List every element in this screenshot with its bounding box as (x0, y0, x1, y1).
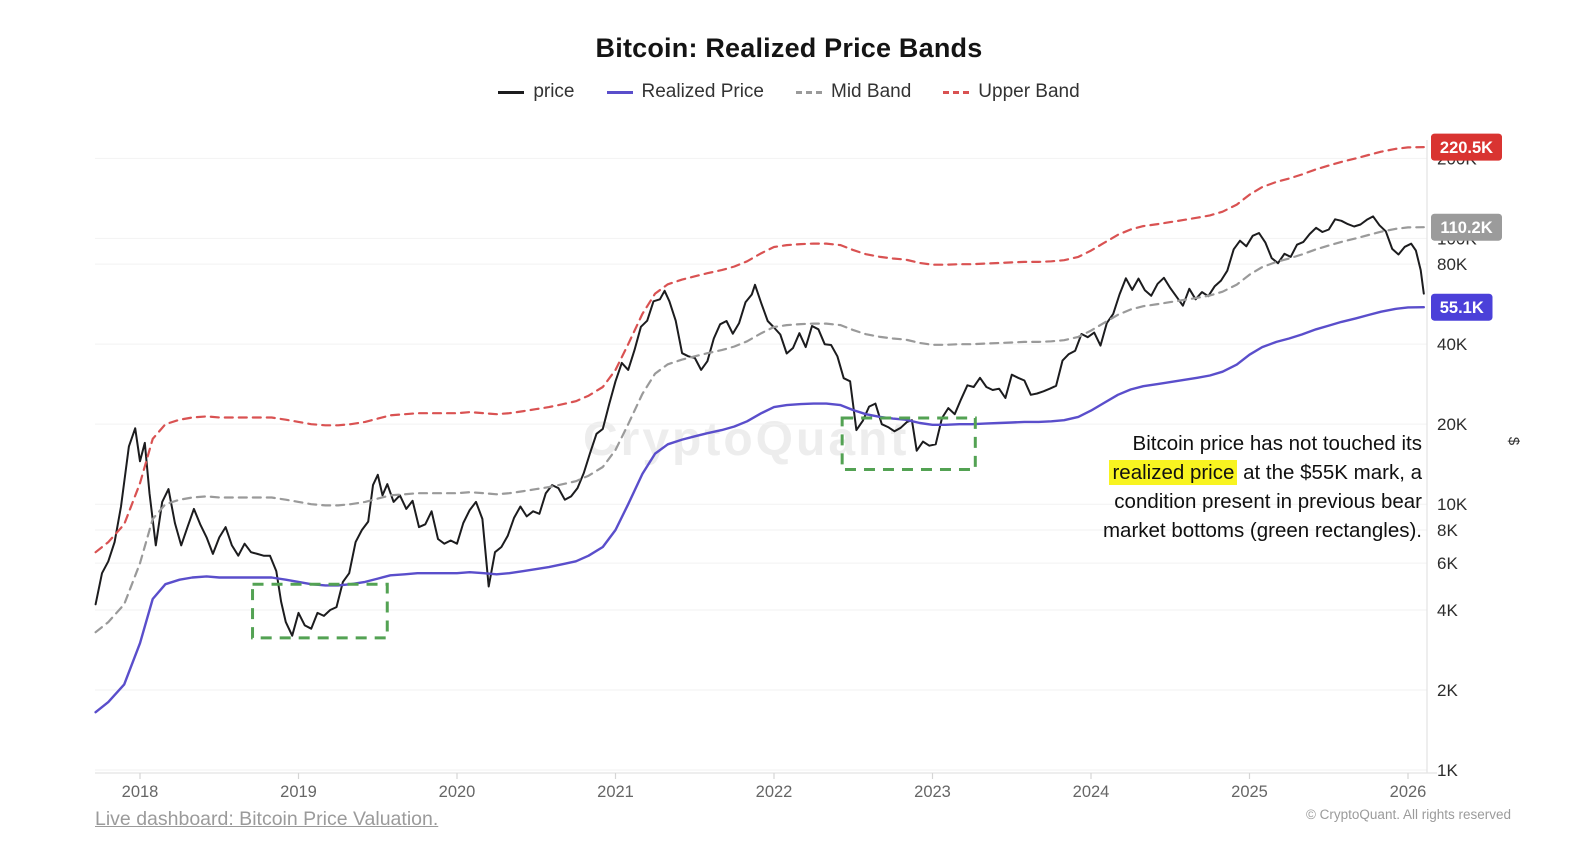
series-line-price (94, 215, 1425, 637)
y-axis-tick-label-20k: 20K (1437, 415, 1468, 434)
page-title: Bitcoin: Realized Price Bands (595, 33, 983, 63)
x-axis-tick-label-2018: 2018 (122, 783, 159, 801)
copyright-text: © CryptoQuant. All rights reserved (1305, 807, 1511, 822)
price-line-swatch-icon (498, 90, 525, 94)
legend-label-mid-band: Mid Band (831, 81, 912, 102)
series-line-upper-band (94, 146, 1425, 554)
x-axis-tick-label-2020: 2020 (439, 783, 476, 801)
y-axis-tick-label-8k: 8K (1437, 521, 1458, 540)
x-axis-tick-label-2023: 2023 (914, 783, 951, 801)
bear-bottom-rectangle-1 (251, 582, 389, 640)
bear-bottom-rectangle-2 (840, 416, 977, 472)
chart-legend: price Realized Price Mid Band Upper Band (0, 81, 1578, 103)
price-badge-realized-price (1431, 293, 1493, 321)
y-axis-tick-label-10k: 10K (1437, 495, 1468, 514)
y-axis-tick-label-2k: 2K (1437, 681, 1458, 700)
legend-item-mid-band: Mid Band (796, 81, 911, 103)
mid-band-line-swatch-icon (796, 90, 822, 94)
x-axis-tick-label-2021: 2021 (597, 783, 634, 801)
annotation-text: Bitcoin price has not touched its realiz… (1056, 429, 1422, 545)
x-axis-tick-label-2024: 2024 (1073, 783, 1110, 801)
legend-label-upper-band: Upper Band (978, 81, 1080, 102)
y-axis-tick-label-80k: 80K (1437, 255, 1468, 274)
legend-item-upper-band: Upper Band (943, 81, 1080, 103)
price-badge-label-realized-price: 55.1K (1440, 299, 1484, 317)
annotation-text-after: at the $55K mark, a condition present in… (1102, 461, 1422, 542)
legend-label-realized-price: Realized Price (641, 81, 765, 102)
y-axis-tick-label-4k: 4K (1437, 601, 1458, 620)
realized-price-line-swatch-icon (606, 90, 633, 94)
legend-item-price: price (498, 81, 575, 103)
y-axis-title: $ (1505, 437, 1522, 446)
x-axis-tick-label-2022: 2022 (756, 783, 793, 801)
upper-band-line-swatch-icon (943, 90, 970, 94)
price-badge-label-upper-band: 220.5K (1440, 139, 1493, 157)
y-axis-tick-label-6k: 6K (1437, 554, 1458, 573)
live-dashboard-link[interactable]: Live dashboard: Bitcoin Price Valuation. (95, 808, 439, 830)
x-axis-tick-label-2019: 2019 (280, 783, 317, 801)
annotation-highlight: realized price (1109, 460, 1238, 485)
annotation-text-before: Bitcoin price has not touched its (1132, 432, 1422, 455)
x-axis-tick-label-2025: 2025 (1231, 783, 1268, 801)
price-badge-label-mid-band: 110.2K (1440, 219, 1492, 237)
series-line-mid-band (94, 226, 1425, 634)
legend-item-realized-price: Realized Price (606, 81, 765, 103)
price-badge-upper-band (1431, 133, 1502, 161)
price-badge-mid-band (1431, 213, 1502, 241)
legend-label-price: price (533, 81, 575, 102)
y-axis-tick-label-1k: 1K (1437, 761, 1458, 780)
x-axis-tick-label-2026: 2026 (1390, 783, 1427, 801)
y-axis-tick-label-40k: 40K (1437, 335, 1468, 354)
series-line-realized-price (94, 306, 1425, 714)
